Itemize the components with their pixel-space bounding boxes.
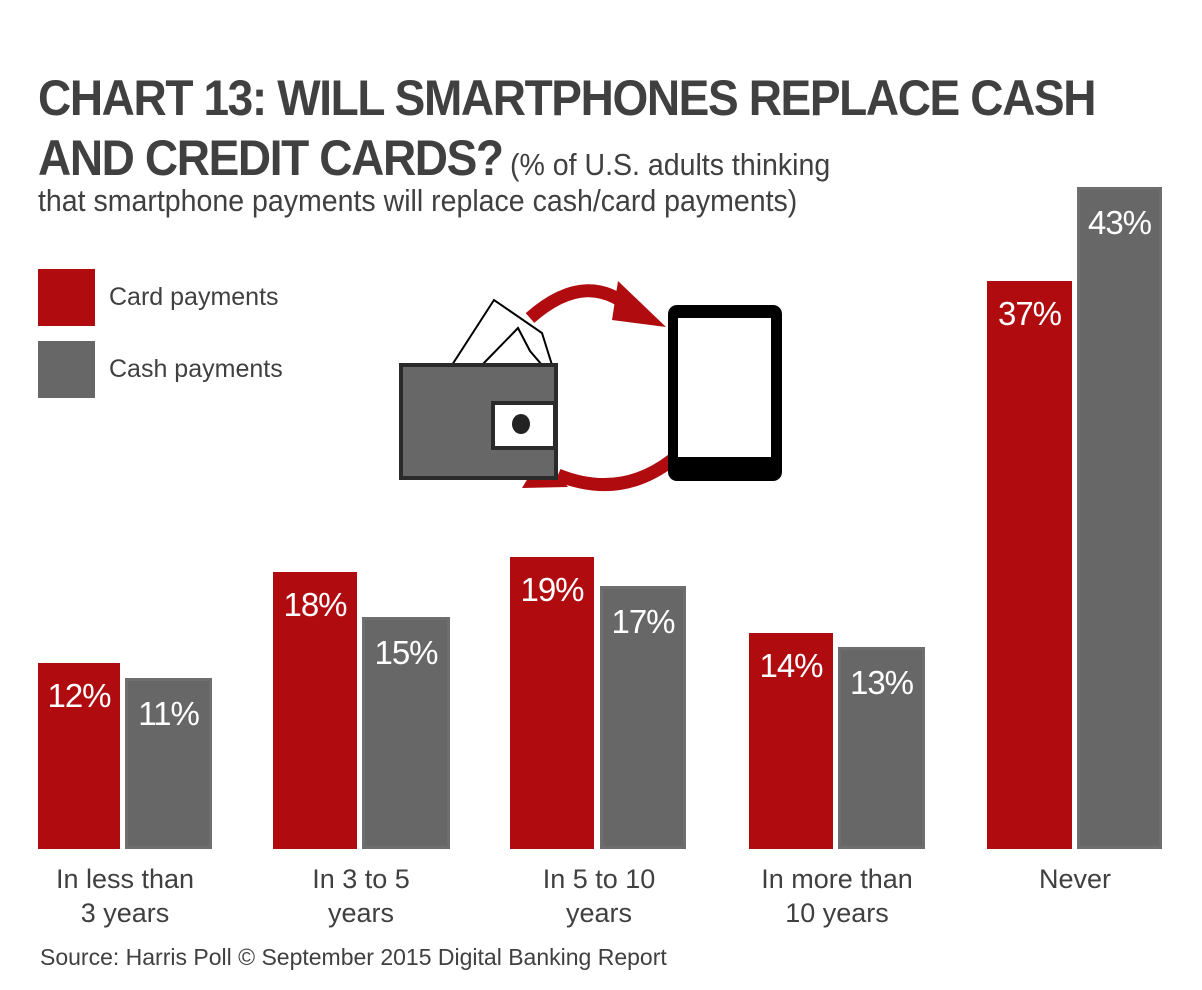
bar-value: 37%: [997, 295, 1062, 332]
category-line: In 3 to 5: [312, 864, 410, 894]
bar-value: 19%: [520, 571, 584, 608]
category-line: In less than: [55, 864, 195, 894]
legend-label-cash: Cash payments: [109, 355, 283, 383]
bar-card-5-to-10: 19%: [510, 557, 594, 849]
chart-title-line1: CHART 13: WILL SMARTPHONES REPLACE CASH: [38, 70, 1096, 126]
chart-subtitle-start: (% of U.S. adults thinking: [510, 147, 831, 182]
bar-cash-more-than-10: 13%: [838, 647, 925, 849]
category-line: years: [565, 898, 633, 928]
category-line: 3 years: [80, 898, 170, 928]
bar-value: 43%: [1087, 204, 1152, 241]
bar-value: 11%: [138, 695, 200, 732]
category-line: In 5 to 10: [542, 864, 656, 894]
category-line: Never: [1038, 864, 1112, 894]
bar-value: 17%: [611, 603, 675, 640]
bar-card-never: 37%: [987, 281, 1072, 849]
chart-title-line2: AND CREDIT CARDS? (% of U.S. adults think…: [38, 130, 830, 199]
bar-cash-less-than-3: 11%: [125, 678, 212, 849]
bar-card-more-than-10: 14%: [749, 633, 833, 849]
bar-value: 13%: [849, 664, 914, 701]
smartphone-icon: [668, 305, 782, 481]
category-line: years: [327, 898, 395, 928]
bar-cash-3-to-5: 15%: [362, 617, 450, 849]
category-label-never: Never: [980, 862, 1170, 896]
bar-cash-never: 43%: [1077, 187, 1162, 849]
legend-label-card: Card payments: [109, 283, 279, 311]
chart-subtitle: that smartphone payments will replace ca…: [38, 183, 798, 218]
category-label-less-than-3: In less than 3 years: [30, 862, 220, 930]
bar-cash-5-to-10: 17%: [600, 586, 686, 849]
category-line: In more than: [761, 864, 913, 894]
bar-value: 14%: [759, 647, 823, 684]
chart-title-main: AND CREDIT CARDS?: [38, 130, 504, 186]
category-line: 10 years: [785, 898, 889, 928]
source-note: Source: Harris Poll © September 2015 Dig…: [40, 944, 667, 970]
legend-cash: Cash payments: [38, 341, 283, 398]
category-label-5-to-10: In 5 to 10 years: [504, 862, 694, 930]
category-label-more-than-10: In more than 10 years: [742, 862, 932, 930]
legend-swatch-card: [38, 269, 95, 326]
wallet-icon: [399, 298, 558, 480]
bar-card-3-to-5: 18%: [273, 572, 357, 849]
bar-value: 12%: [47, 677, 111, 714]
legend-swatch-cash: [38, 341, 95, 398]
bar-value: 18%: [283, 586, 347, 623]
bar-value: 15%: [374, 634, 438, 671]
category-label-3-to-5: In 3 to 5 years: [266, 862, 456, 930]
legend-card: Card payments: [38, 269, 279, 326]
bar-card-less-than-3: 12%: [38, 663, 120, 849]
payment-exchange-illustration: [399, 281, 782, 492]
